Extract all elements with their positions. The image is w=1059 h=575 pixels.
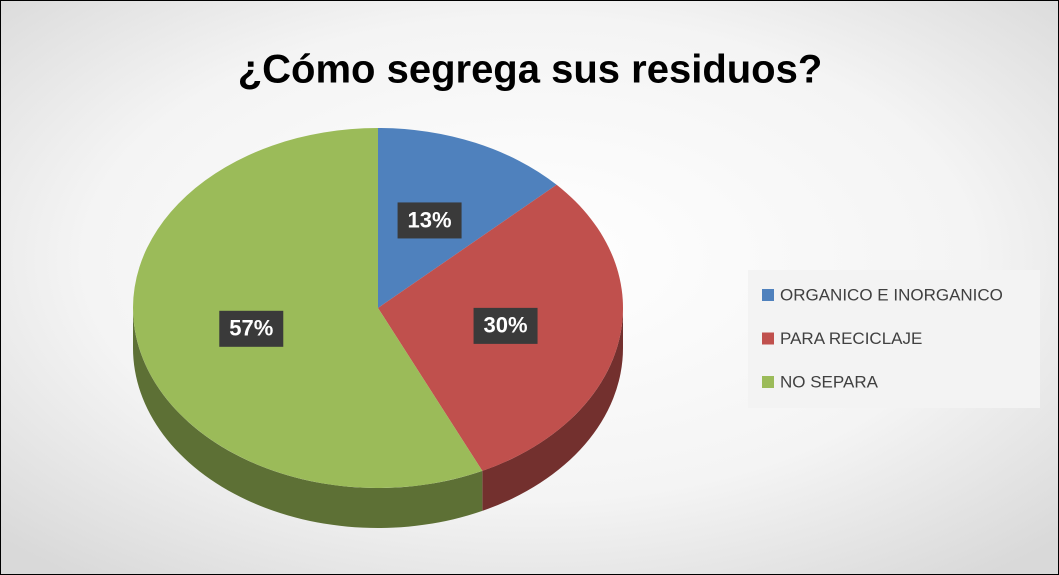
pie: 13% 30% 57%	[132, 128, 623, 528]
legend-box	[748, 270, 1040, 408]
pie-slice-side	[482, 308, 623, 511]
data-label: 57%	[229, 316, 273, 341]
pie-slice	[378, 128, 557, 308]
data-label-box	[473, 307, 538, 344]
chart-title: ¿Cómo segrega sus residuos?	[238, 48, 823, 92]
legend: ORGANICO E INORGANICO PARA RECICLAJE NO SE…	[762, 285, 1003, 391]
data-label: 13%	[408, 207, 452, 232]
legend-label: PARA RECICLAJE	[780, 329, 922, 348]
data-label: 30%	[484, 313, 528, 338]
legend-swatch	[762, 332, 774, 345]
data-label-box	[219, 310, 284, 347]
legend-label: ORGANICO E INORGANICO	[780, 285, 1003, 304]
pie-slice	[132, 128, 483, 488]
legend-swatch	[762, 289, 774, 301]
pie-slice-side	[133, 308, 483, 528]
data-label-box	[397, 202, 462, 239]
legend-label: NO SEPARA	[780, 372, 879, 391]
legend-swatch	[762, 376, 774, 388]
